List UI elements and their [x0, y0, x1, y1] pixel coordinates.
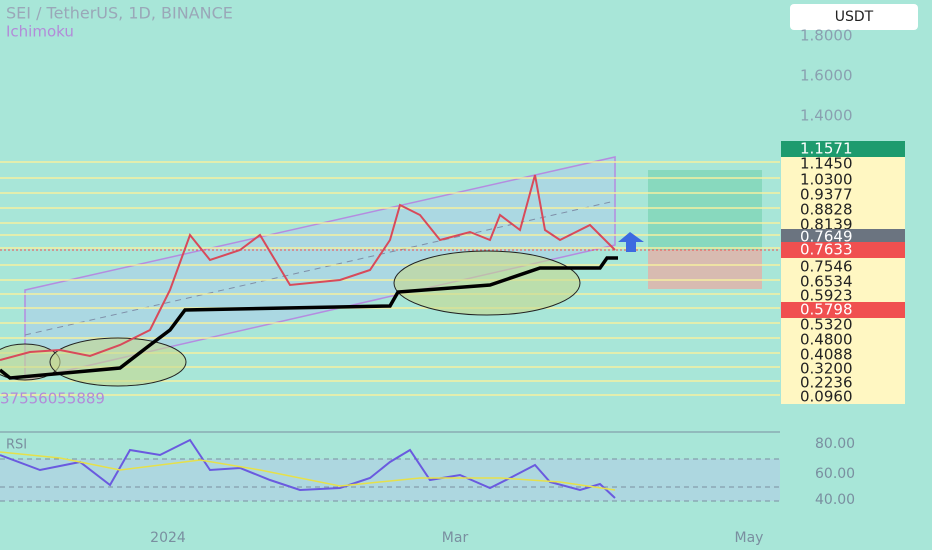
- rsi-name: RSI: [6, 438, 27, 453]
- rsi-band: [0, 459, 780, 501]
- price-label: 0.4088: [800, 346, 853, 364]
- rsi-ma: [0, 451, 616, 491]
- stop-zone: [648, 250, 762, 289]
- price-label: 1.1571: [800, 140, 853, 158]
- price-badge: [781, 229, 905, 245]
- price-badge: [781, 242, 905, 258]
- highlight-ellipse: [393, 250, 581, 316]
- target-zone: [648, 170, 762, 250]
- price-label: 1.8000: [800, 27, 853, 45]
- kijun-line: [0, 256, 618, 380]
- price-label: 0.9377: [800, 186, 853, 204]
- price-label: 0.3200: [800, 360, 853, 378]
- price-label: 0.6534: [800, 273, 853, 291]
- price-label: 1.4000: [800, 107, 853, 125]
- price-badge: [781, 302, 905, 318]
- price-label: 1.0300: [800, 171, 853, 189]
- price-badge: [781, 141, 905, 157]
- price-label: 0.5798: [800, 301, 853, 319]
- price-label: 0.8828: [800, 201, 853, 219]
- price-label: 1.1450: [800, 155, 853, 173]
- price-label: 0.7633: [800, 241, 853, 259]
- level-label-block: [781, 157, 905, 404]
- rsi-scale-label: 80.00: [815, 436, 855, 452]
- price-label: 0.0960: [800, 388, 853, 406]
- time-label: May: [735, 530, 764, 546]
- price-label: 0.7546: [800, 258, 853, 276]
- volume-text: 37556055889: [0, 390, 105, 408]
- price-label: 0.5320: [800, 316, 853, 334]
- price-line: [0, 174, 616, 361]
- up-arrow: [618, 232, 644, 252]
- currency-label: USDT: [835, 9, 874, 25]
- symbol-title: SEI / TetherUS, 1D, BINANCE: [6, 4, 233, 23]
- price-label: 0.7649: [800, 228, 853, 246]
- highlight-ellipse: [49, 337, 187, 387]
- price-label: 0.5923: [800, 287, 853, 305]
- rsi-scale-label: 60.00: [815, 466, 855, 482]
- price-label: 1.6000: [800, 67, 853, 85]
- price-label: 0.2236: [800, 374, 853, 392]
- time-label: 2024: [150, 530, 186, 546]
- indicator-name: Ichimoku: [6, 23, 74, 41]
- price-label: 0.4800: [800, 331, 853, 349]
- channel-midline: [24, 200, 616, 336]
- time-label: Mar: [442, 530, 469, 546]
- rsi-scale-label: 40.00: [815, 492, 855, 508]
- currency-button[interactable]: [790, 4, 918, 30]
- rsi-line: [0, 438, 616, 499]
